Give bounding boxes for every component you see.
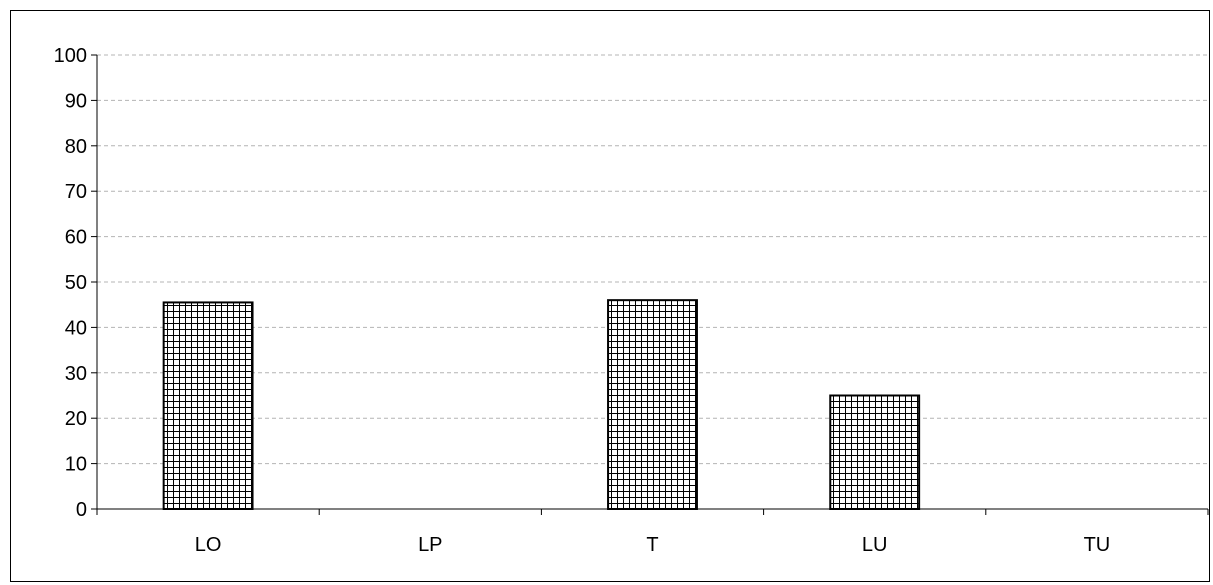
gridlines [97, 54, 1208, 465]
bars [162, 299, 921, 510]
y-tick-label: 40 [65, 317, 87, 339]
x-tick-label: LO [195, 534, 222, 556]
y-tick-label: 90 [65, 90, 87, 112]
chart-frame: 0 10 20 30 40 50 60 70 80 90 100 LO LP T LU TU [10, 10, 1210, 582]
y-tick-label: 0 [76, 499, 87, 521]
tick-labels: 0 10 20 30 40 50 60 70 80 90 100 LO LP T LU TU [54, 45, 1111, 556]
y-tick-label: 50 [65, 272, 87, 294]
bar [829, 394, 921, 510]
bar-chart: 0 10 20 30 40 50 60 70 80 90 100 LO LP T LU TU [54, 45, 1209, 556]
x-tick-label: LP [418, 534, 442, 556]
bar [162, 301, 254, 510]
y-tick-label: 20 [65, 408, 87, 430]
y-tick-label: 100 [54, 45, 87, 67]
bar [607, 299, 698, 510]
y-tick-label: 10 [65, 454, 87, 476]
x-tick-label: T [646, 534, 658, 556]
axes [91, 54, 1209, 515]
y-tick-label: 70 [65, 181, 87, 203]
x-tick-label: LU [862, 534, 888, 556]
y-tick-label: 60 [65, 227, 87, 249]
y-tick-label: 80 [65, 136, 87, 158]
y-tick-label: 30 [65, 363, 87, 385]
x-tick-label: TU [1084, 534, 1111, 556]
